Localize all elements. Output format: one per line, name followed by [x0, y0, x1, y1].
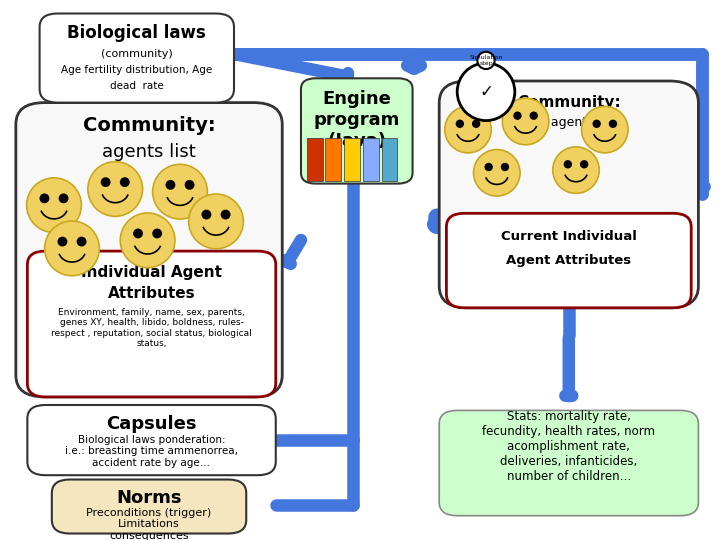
- Text: Norms: Norms: [117, 489, 181, 507]
- Text: dead  rate: dead rate: [110, 81, 163, 91]
- Ellipse shape: [477, 52, 495, 69]
- Bar: [363, 138, 379, 181]
- Ellipse shape: [184, 180, 194, 190]
- Text: Biological laws ponderation:
i.e.: breasting time ammenorrea,
accident rate by a: Biological laws ponderation: i.e.: breas…: [65, 435, 238, 468]
- Text: Age fertility distribution, Age: Age fertility distribution, Age: [61, 65, 212, 75]
- Ellipse shape: [457, 63, 515, 120]
- Ellipse shape: [76, 237, 86, 246]
- Ellipse shape: [503, 98, 549, 145]
- Ellipse shape: [153, 164, 207, 219]
- Bar: [325, 138, 341, 181]
- Ellipse shape: [166, 180, 176, 190]
- Ellipse shape: [40, 193, 50, 203]
- FancyBboxPatch shape: [52, 480, 246, 534]
- FancyBboxPatch shape: [301, 78, 413, 184]
- Ellipse shape: [513, 111, 522, 120]
- Text: Simulation
step: Simulation step: [469, 55, 503, 66]
- Ellipse shape: [120, 177, 130, 187]
- Ellipse shape: [27, 178, 81, 233]
- Text: new agents list: new agents list: [521, 116, 616, 129]
- Ellipse shape: [58, 237, 68, 246]
- FancyBboxPatch shape: [439, 410, 698, 516]
- Ellipse shape: [445, 106, 491, 153]
- Text: Community:: Community:: [517, 94, 621, 110]
- Ellipse shape: [456, 119, 464, 128]
- Text: Individual Agent: Individual Agent: [81, 265, 222, 280]
- Ellipse shape: [152, 228, 162, 238]
- Ellipse shape: [500, 163, 509, 171]
- FancyBboxPatch shape: [16, 103, 282, 397]
- FancyBboxPatch shape: [439, 81, 698, 308]
- FancyBboxPatch shape: [27, 251, 276, 397]
- Text: Community:: Community:: [83, 116, 215, 135]
- Ellipse shape: [120, 213, 175, 268]
- Ellipse shape: [88, 161, 143, 217]
- Text: Preconditions (trigger)
Limitations
consequences: Preconditions (trigger) Limitations cons…: [86, 508, 212, 540]
- FancyBboxPatch shape: [27, 405, 276, 475]
- Text: Environment, family, name, sex, parents,
genes XY, health, libido, boldness, rul: Environment, family, name, sex, parents,…: [51, 308, 252, 348]
- Ellipse shape: [485, 163, 493, 171]
- Ellipse shape: [202, 210, 212, 219]
- Ellipse shape: [608, 119, 617, 128]
- FancyBboxPatch shape: [40, 14, 234, 103]
- Ellipse shape: [220, 210, 230, 219]
- Text: Engine
program
(Java): Engine program (Java): [314, 90, 400, 150]
- Text: (community): (community): [101, 49, 173, 59]
- Ellipse shape: [45, 221, 99, 276]
- Bar: [382, 138, 397, 181]
- Text: Biological laws: Biological laws: [68, 24, 206, 42]
- Ellipse shape: [472, 119, 480, 128]
- Text: ✓: ✓: [479, 83, 493, 101]
- Text: Stats: mortality rate,
fecundity, health rates, norm
acomplishment rate,
deliver: Stats: mortality rate, fecundity, health…: [482, 410, 655, 483]
- Ellipse shape: [564, 160, 572, 168]
- Bar: [307, 138, 323, 181]
- Ellipse shape: [58, 193, 68, 203]
- Text: Capsules: Capsules: [107, 415, 197, 433]
- Ellipse shape: [553, 147, 599, 193]
- FancyBboxPatch shape: [446, 213, 691, 308]
- Text: agents list: agents list: [102, 143, 196, 161]
- Ellipse shape: [474, 150, 520, 196]
- Ellipse shape: [101, 177, 111, 187]
- Text: Attributes: Attributes: [108, 286, 195, 301]
- Bar: [344, 138, 360, 181]
- Ellipse shape: [580, 160, 588, 168]
- Ellipse shape: [593, 119, 601, 128]
- Ellipse shape: [189, 194, 243, 249]
- Text: Current Individual: Current Individual: [501, 230, 636, 242]
- Ellipse shape: [133, 228, 143, 238]
- Ellipse shape: [529, 111, 538, 120]
- Ellipse shape: [582, 106, 628, 153]
- Text: Agent Attributes: Agent Attributes: [506, 254, 631, 267]
